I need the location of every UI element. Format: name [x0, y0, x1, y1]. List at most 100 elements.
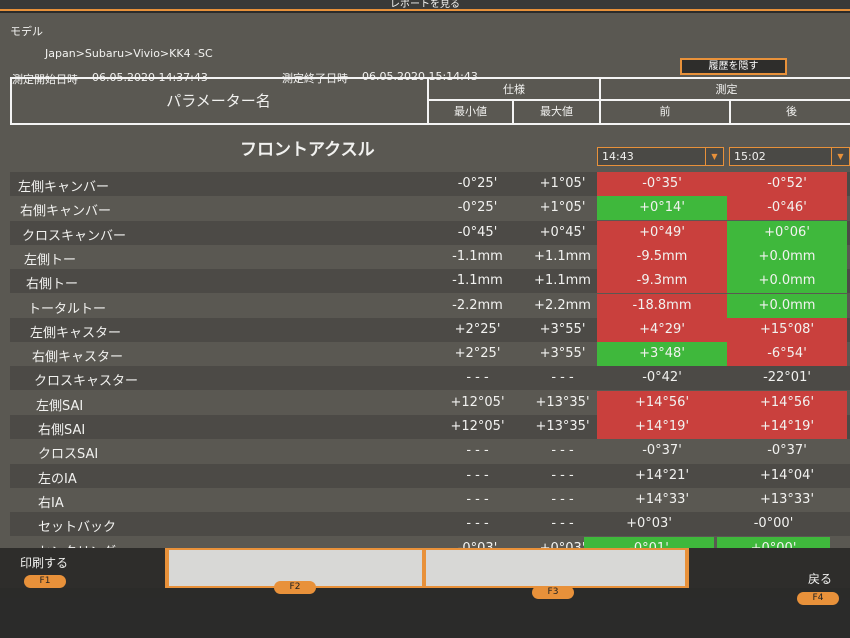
back-label: 戻る: [807, 572, 832, 586]
spec-max: - - -: [551, 491, 574, 507]
before-time-select[interactable]: 14:43 ▼: [597, 147, 724, 166]
table-row: 左側キャスター +2°25' +3°55' +4°29' +15°08': [10, 317, 850, 342]
param-name: 左側トー: [24, 252, 77, 268]
model-label: モデル: [10, 25, 43, 38]
f1-key[interactable]: F1: [24, 575, 66, 588]
spec-min: -2.2mm: [452, 297, 503, 313]
function-bar: 印刷する 戻る F1 F2 F3 F4: [0, 548, 850, 605]
spec-min: -1.1mm: [452, 273, 503, 289]
table-header: パラメーター名 仕様 最小値 最大値 測定 前 後: [10, 77, 850, 125]
table-row: セットバック - - - - - - +0°03' -0°00': [10, 512, 850, 537]
spec-max: - - -: [551, 370, 574, 386]
value-after: -0°46': [727, 196, 847, 221]
section-title: フロントアクスル: [240, 140, 375, 160]
value-after: +13°33': [759, 491, 815, 507]
header-param: パラメーター名: [166, 92, 271, 110]
spec-min: - - -: [466, 443, 489, 459]
spec-max: - - -: [551, 467, 574, 483]
value-before: -9.5mm: [597, 244, 727, 269]
spec-min: +2°25': [454, 346, 501, 362]
param-name: トータルトー: [28, 301, 107, 317]
table-row: 右側キャスター +2°25' +3°55' +3°48' -6°54': [10, 342, 850, 367]
chevron-down-icon: ▼: [705, 148, 723, 165]
value-after: +14°04': [759, 467, 815, 483]
value-before: +14°56': [597, 390, 727, 415]
table-row: クロスキャスター - - - - - - -0°42' -22°01': [10, 366, 850, 391]
value-before: +0°14': [597, 196, 727, 221]
value-after: -0°37': [767, 443, 807, 459]
back-button[interactable]: 戻る: [687, 548, 850, 588]
table-row: 左側SAI +12°05' +13°35' +14°56' +14°56': [10, 390, 850, 415]
header-spec: 仕様: [427, 79, 599, 101]
header-min: 最小値: [427, 101, 512, 123]
spec-min: - - -: [466, 516, 489, 532]
before-time-value: 14:43: [602, 150, 634, 163]
param-name: 右側キャンバー: [20, 204, 112, 220]
f3-key[interactable]: F3: [532, 586, 574, 599]
chevron-down-icon: ▼: [831, 148, 849, 165]
header-after: 後: [729, 101, 850, 123]
spec-min: - - -: [466, 370, 489, 386]
table-row: クロスSAI - - - - - - -0°37' -0°37': [10, 439, 850, 463]
f3-button[interactable]: [424, 548, 687, 588]
header-max: 最大値: [512, 101, 599, 123]
value-after: +0°06': [727, 220, 847, 245]
spec-min: - - -: [466, 467, 489, 483]
after-time-value: 15:02: [734, 150, 766, 163]
model-path: Japan>Subaru>Vivio>KK4 -SC: [45, 47, 213, 60]
value-before: +0°49': [597, 220, 727, 245]
value-after: +0.0mm: [727, 269, 847, 294]
value-after: +14°19': [727, 415, 847, 439]
value-after: -22°01': [763, 370, 811, 386]
value-after: +15°08': [727, 317, 847, 342]
end-value: 06.05.2020 15:14:43: [362, 70, 478, 83]
table-row: 左のIA - - - - - - +14°21' +14°04': [10, 463, 850, 488]
spec-max: +13°35': [535, 394, 590, 410]
value-before: +4°29': [597, 317, 727, 342]
value-before: +0°03': [626, 516, 672, 532]
value-after: +0.0mm: [727, 293, 847, 318]
table-row: 右IA - - - - - - +14°33' +13°33': [10, 488, 850, 512]
spec-min: -0°45': [457, 224, 498, 240]
table-row: トータルトー -2.2mm +2.2mm -18.8mm +0.0mm: [10, 293, 850, 318]
value-before: -0°37': [642, 443, 682, 459]
spec-max: +3°55': [539, 346, 586, 362]
param-name: 右IA: [38, 495, 64, 511]
param-name: 左側キャスター: [30, 325, 122, 341]
value-after: +0.0mm: [727, 244, 847, 269]
spec-min: -0°25': [457, 176, 498, 191]
print-label: 印刷する: [20, 556, 69, 570]
param-name: セットバック: [38, 520, 117, 536]
value-after: -6°54': [727, 342, 847, 367]
value-before: +14°19': [597, 415, 727, 439]
table-row: クロスキャンバー -0°45' +0°45' +0°49' +0°06': [10, 220, 850, 245]
f2-key[interactable]: F2: [274, 581, 316, 594]
param-name: 左側SAI: [36, 398, 84, 414]
value-after: -0°52': [727, 172, 847, 196]
spec-max: +13°35': [535, 419, 590, 434]
value-before: +3°48': [597, 342, 727, 367]
spec-min: +12°05': [450, 419, 505, 434]
param-name: 右側SAI: [38, 423, 86, 438]
header-before: 前: [599, 101, 729, 123]
spec-min: +12°05': [450, 394, 505, 410]
value-before: -9.3mm: [597, 269, 727, 294]
after-time-select[interactable]: 15:02 ▼: [729, 147, 850, 166]
spec-max: +3°55': [539, 321, 586, 337]
spec-max: +1°05': [539, 200, 586, 216]
header-measure: 測定: [599, 79, 850, 101]
param-name: 左のIA: [38, 471, 77, 487]
spec-max: +0°45': [539, 224, 586, 240]
f4-key[interactable]: F4: [797, 592, 839, 605]
value-after: +14°56': [727, 390, 847, 415]
spec-min: +2°25': [454, 321, 501, 337]
param-name: クロスSAI: [38, 447, 99, 463]
value-after: -0°00': [753, 516, 794, 532]
value-before: -0°42': [642, 370, 682, 386]
window-title: レポートを見る: [0, 0, 850, 11]
hide-history-button[interactable]: 履歴を隠す: [680, 58, 787, 75]
value-before: +14°33': [634, 491, 690, 507]
spec-max: +1.1mm: [534, 248, 591, 264]
spec-max: +1°05': [539, 176, 586, 191]
table-row: 左側キャンバー -0°25' +1°05' -0°35' -0°52': [10, 172, 850, 196]
